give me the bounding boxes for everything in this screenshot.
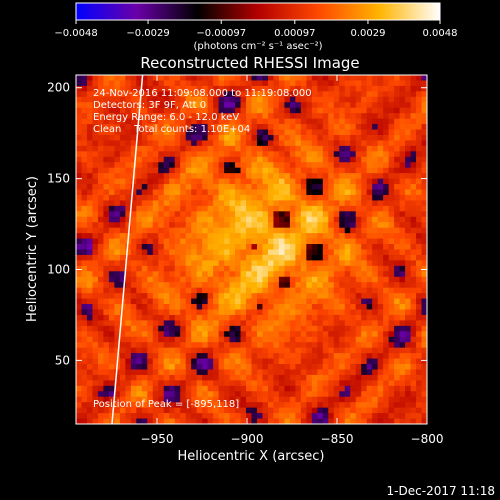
- y-axis-label: Heliocentric Y (arcsec): [25, 176, 40, 322]
- x-tick-label: −850: [321, 432, 354, 446]
- x-tick-label: −900: [231, 432, 264, 446]
- annotation-counts: Clean Total counts: 1.10E+04: [93, 124, 250, 135]
- colorbar-tick-label: 0.00097: [274, 28, 315, 39]
- colorbar-tick-label: −0.0029: [126, 28, 169, 39]
- x-tick-label: −950: [141, 432, 174, 446]
- x-axis: −950 −900 −850 −800: [141, 75, 444, 446]
- x-tick-label: −800: [411, 432, 444, 446]
- chart-title: Reconstructed RHESSI Image: [140, 54, 359, 72]
- colorbar-tick-label: 0.0048: [423, 28, 458, 39]
- annotation-detectors: Detectors: 3F 9F, Att 0: [93, 100, 206, 111]
- colorbar-tick-label: −0.0048: [54, 28, 97, 39]
- y-tick-label: 100: [47, 262, 70, 276]
- colorbar-ticks: −0.0048 −0.0029 −0.00097 0.00097 0.0029 0.004…: [54, 20, 458, 39]
- solar-limb-line: [111, 75, 144, 424]
- y-tick-label: 50: [55, 353, 70, 367]
- y-tick-label: 150: [47, 172, 70, 186]
- colorbar-unit-label: (photons cm⁻² s⁻¹ asec⁻²): [193, 41, 322, 52]
- colorbar-tick-label: −0.00097: [196, 28, 246, 39]
- x-axis-label: Heliocentric X (arcsec): [178, 449, 325, 464]
- plot-area: [76, 75, 427, 424]
- y-axis: 50 100 150 200: [47, 81, 427, 367]
- annotation-energy: Energy Range: 6.0 - 12.0 keV: [93, 112, 239, 123]
- y-tick-label: 200: [47, 81, 70, 95]
- annotation-block: 24-Nov-2016 11:09:08.000 to 11:19:08.000…: [93, 88, 312, 135]
- peak-position-label: Position of Peak = [-895,118]: [93, 399, 239, 410]
- annotation-time: 24-Nov-2016 11:09:08.000 to 11:19:08.000: [93, 88, 312, 99]
- plot-frame: [75, 74, 428, 425]
- colorbar-tick-label: 0.0029: [350, 28, 385, 39]
- footer-timestamp: 1-Dec-2017 11:18: [387, 484, 495, 498]
- colorbar: [75, 2, 441, 21]
